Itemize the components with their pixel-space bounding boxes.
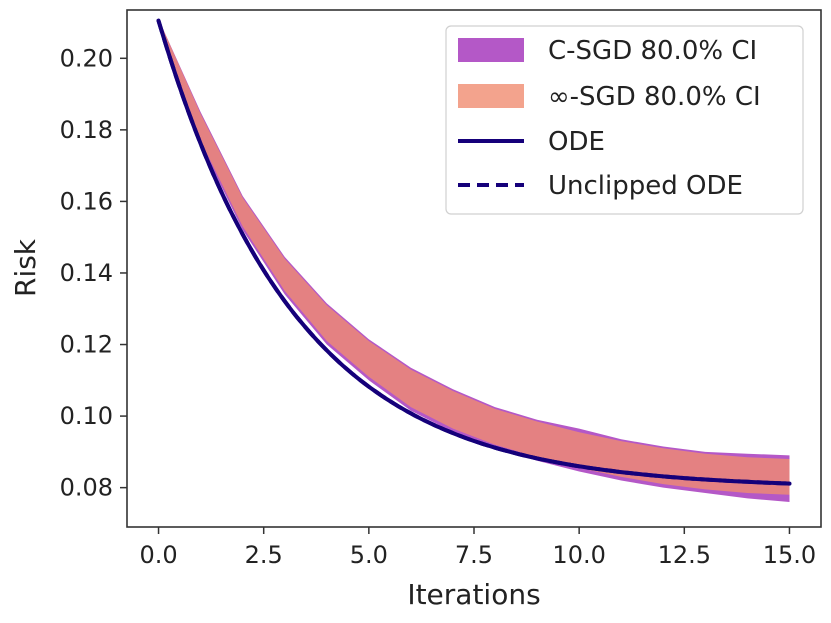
legend-label-c-sgd: C-SGD 80.0% CI bbox=[548, 36, 757, 66]
y-tick-label: 0.10 bbox=[60, 402, 113, 430]
x-tick-label: 7.5 bbox=[455, 541, 493, 569]
legend-label-inf-sgd: ∞-SGD 80.0% CI bbox=[548, 82, 761, 112]
legend-frame bbox=[445, 25, 804, 215]
unclipped-ode-line bbox=[156, 18, 792, 486]
y-tick-label: 0.14 bbox=[60, 259, 113, 287]
legend-swatch-c-sgd bbox=[458, 38, 524, 62]
x-tick-label: 5.0 bbox=[350, 541, 388, 569]
x-tick-label: 0.0 bbox=[139, 541, 177, 569]
x-tick-label: 15.0 bbox=[763, 541, 816, 569]
y-tick-label: 0.08 bbox=[60, 474, 113, 502]
legend: C-SGD 80.0% CI ∞-SGD 80.0% CI ODE Unclip… bbox=[445, 25, 804, 215]
x-tick-label: 10.0 bbox=[552, 541, 605, 569]
x-tick-label: 12.5 bbox=[658, 541, 711, 569]
legend-label-unclipped-ode: Unclipped ODE bbox=[548, 171, 743, 201]
x-axis-title: Iterations bbox=[407, 578, 540, 611]
x-axis: 0.0 2.5 5.0 7.5 10.0 12.5 15.0 bbox=[139, 527, 816, 569]
legend-label-ode: ODE bbox=[548, 127, 605, 157]
y-axis: 0.08 0.10 0.12 0.14 0.16 0.18 0.20 bbox=[60, 44, 127, 502]
x-tick-label: 2.5 bbox=[245, 541, 283, 569]
ode-lines bbox=[156, 18, 792, 486]
y-tick-label: 0.12 bbox=[60, 331, 113, 359]
y-tick-label: 0.18 bbox=[60, 116, 113, 144]
y-tick-label: 0.16 bbox=[60, 187, 113, 215]
confidence-bands bbox=[158, 18, 790, 503]
y-axis-title: Risk bbox=[9, 238, 42, 297]
y-tick-label: 0.20 bbox=[60, 44, 113, 72]
legend-swatch-inf-sgd bbox=[458, 84, 524, 108]
